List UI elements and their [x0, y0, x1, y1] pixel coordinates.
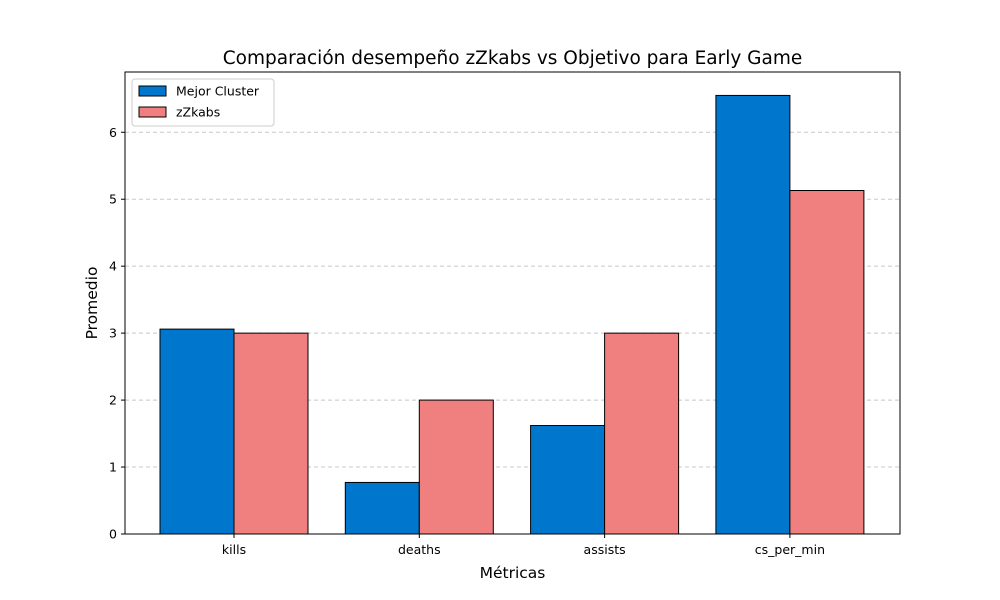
y-axis-ticks: 0 1 2 3 4 5 6	[109, 125, 125, 542]
x-tick-label: kills	[222, 542, 246, 557]
bar-zzkabs-cs_per_min	[789, 190, 865, 535]
y-tick-label: 3	[109, 326, 117, 341]
legend: Mejor Cluster zZkabs	[131, 78, 275, 127]
y-tick-label: 2	[109, 393, 117, 408]
bar-zzkabs-assists	[604, 332, 680, 535]
bar-mejor-cluster-kills	[159, 328, 235, 535]
bars	[159, 94, 865, 535]
x-axis-title: Métricas	[480, 564, 546, 582]
y-tick-label: 1	[109, 460, 117, 475]
legend-box	[131, 78, 275, 127]
legend-label: zZkabs	[176, 105, 220, 120]
y-axis-title: Promedio	[83, 267, 101, 340]
bar-mejor-cluster-assists	[530, 425, 606, 535]
y-tick-label: 0	[109, 527, 117, 542]
legend-label: Mejor Cluster	[176, 84, 260, 99]
chart-title: Comparación desempeño zZkabs vs Objetivo…	[223, 48, 803, 69]
y-tick-label: 4	[109, 259, 117, 274]
legend-swatch	[138, 106, 167, 118]
bar-zzkabs-deaths	[418, 399, 494, 535]
y-tick-label: 6	[109, 125, 117, 140]
y-tick-label: 5	[109, 192, 117, 207]
x-tick-label: cs_per_min	[755, 542, 825, 557]
x-tick-label: deaths	[398, 542, 441, 557]
x-tick-label: assists	[584, 542, 626, 557]
plot-frame	[124, 71, 901, 535]
x-axis-ticks: kills deaths assists cs_per_min	[222, 534, 825, 557]
bar-zzkabs-kills	[233, 332, 309, 535]
bar-mejor-cluster-deaths	[344, 481, 420, 535]
legend-swatch	[138, 85, 167, 97]
bar-mejor-cluster-cs_per_min	[715, 94, 791, 535]
